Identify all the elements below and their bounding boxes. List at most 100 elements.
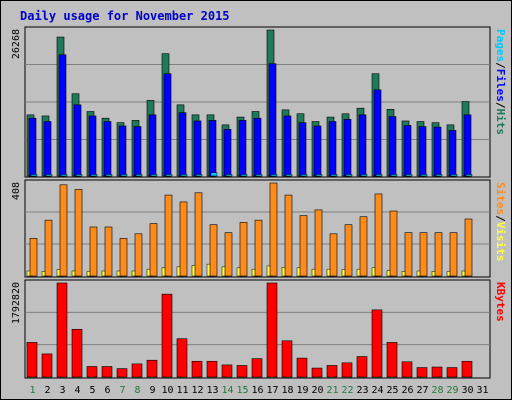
x-tick-label: 29 bbox=[446, 385, 458, 396]
bar-kbytes bbox=[161, 293, 173, 378]
bar-pages bbox=[225, 174, 233, 177]
bar-sites bbox=[254, 219, 263, 277]
legend-part-pages: Pages bbox=[494, 29, 507, 62]
bar-sites bbox=[314, 209, 323, 277]
bar-pages bbox=[465, 174, 473, 177]
x-tick-label: 25 bbox=[386, 385, 398, 396]
bar-sites bbox=[89, 226, 98, 277]
bar-pages bbox=[240, 174, 248, 177]
bar-kbytes bbox=[131, 363, 143, 378]
bar-pages bbox=[450, 174, 458, 177]
x-tick-label: 11 bbox=[176, 385, 188, 396]
bar-pages bbox=[405, 174, 413, 177]
x-tick-label: 2 bbox=[44, 385, 50, 396]
bar-sites bbox=[179, 201, 188, 277]
bar-files bbox=[283, 115, 292, 177]
bar-files bbox=[268, 63, 277, 177]
bar-sites bbox=[344, 224, 353, 277]
x-tick-label: 16 bbox=[251, 385, 263, 396]
bar-kbytes bbox=[116, 368, 128, 378]
x-tick-label: 27 bbox=[416, 385, 428, 396]
bar-kbytes bbox=[326, 365, 338, 378]
bar-sites bbox=[269, 182, 278, 277]
bar-sites bbox=[374, 193, 383, 277]
bar-sites bbox=[329, 233, 338, 277]
bar-files bbox=[28, 117, 37, 177]
bar-kbytes bbox=[356, 356, 368, 378]
panel-2: 408 Sites/Visits bbox=[11, 179, 507, 278]
bar-pages bbox=[60, 174, 68, 177]
bar-sites bbox=[449, 232, 458, 277]
bar-kbytes bbox=[296, 357, 308, 378]
bar-files bbox=[313, 125, 322, 177]
legend-part-slash: / bbox=[494, 62, 507, 69]
bar-pages bbox=[435, 174, 443, 177]
bar-files bbox=[358, 114, 367, 177]
panel-legend: Sites/Visits bbox=[494, 182, 507, 262]
bar-pages bbox=[315, 174, 323, 177]
bar-kbytes bbox=[266, 282, 278, 378]
bar-sites bbox=[74, 189, 83, 277]
bar-kbytes bbox=[236, 365, 248, 378]
bar-files bbox=[298, 122, 307, 177]
bar-files bbox=[328, 121, 337, 177]
bar-sites bbox=[404, 232, 413, 277]
x-tick-label: 7 bbox=[119, 385, 125, 396]
bar-files bbox=[403, 125, 412, 177]
bar-sites bbox=[284, 194, 293, 277]
x-tick-label: 23 bbox=[356, 385, 368, 396]
x-tick-label: 21 bbox=[326, 385, 338, 396]
x-tick-label: 15 bbox=[236, 385, 248, 396]
bar-files bbox=[238, 120, 247, 177]
panel-legend: KBytes bbox=[494, 282, 507, 322]
legend-part-files: Files bbox=[494, 69, 507, 102]
bar-files bbox=[103, 121, 112, 177]
bar-kbytes bbox=[86, 366, 98, 378]
bar-files bbox=[208, 120, 217, 177]
x-tick-label: 8 bbox=[134, 385, 140, 396]
bar-sites bbox=[119, 238, 128, 277]
bar-sites bbox=[209, 224, 218, 277]
bar-pages bbox=[75, 174, 83, 177]
bar-sites bbox=[389, 210, 398, 277]
x-tick-label: 30 bbox=[461, 385, 473, 396]
bar-pages bbox=[120, 174, 128, 177]
bar-pages bbox=[420, 174, 428, 177]
bar-files bbox=[88, 115, 97, 177]
bar-kbytes bbox=[206, 360, 218, 378]
bar-files bbox=[448, 130, 457, 177]
bar-kbytes bbox=[341, 362, 353, 378]
bar-sites bbox=[359, 216, 368, 277]
x-tick-label: 22 bbox=[341, 385, 353, 396]
bar-files bbox=[163, 73, 172, 177]
bar-files bbox=[253, 117, 262, 177]
bar-files bbox=[73, 104, 82, 177]
bar-pages bbox=[300, 174, 308, 177]
panel-legend: Pages/Files/Hits bbox=[494, 29, 507, 135]
bar-files bbox=[373, 89, 382, 177]
bar-kbytes bbox=[401, 361, 413, 378]
bar-kbytes bbox=[386, 342, 398, 378]
x-tick-label: 1 bbox=[29, 385, 35, 396]
legend-part-visits: Visits bbox=[494, 222, 507, 262]
max-value-label: 1792820 bbox=[11, 282, 22, 324]
bar-kbytes bbox=[176, 338, 188, 378]
bar-kbytes bbox=[431, 366, 443, 378]
x-tick-label: 9 bbox=[149, 385, 155, 396]
bar-pages bbox=[105, 174, 113, 177]
bar-sites bbox=[134, 233, 143, 277]
bar-files bbox=[43, 121, 52, 177]
bar-sites bbox=[194, 192, 203, 277]
bar-files bbox=[118, 125, 127, 177]
x-axis-labels: 1 2 3 4 5 6 7 8 9 10 11 12 13 14 15 16 17 18 19 20 21 22 23 24 2… bbox=[29, 385, 488, 396]
bar-kbytes bbox=[251, 358, 263, 378]
panel-plot-area bbox=[24, 279, 491, 379]
bar-pages bbox=[360, 174, 368, 177]
bar-pages bbox=[345, 174, 353, 177]
bar-kbytes bbox=[71, 328, 83, 378]
bar-files bbox=[133, 126, 142, 177]
bar-pages bbox=[30, 174, 38, 177]
x-tick-label: 14 bbox=[221, 385, 233, 396]
